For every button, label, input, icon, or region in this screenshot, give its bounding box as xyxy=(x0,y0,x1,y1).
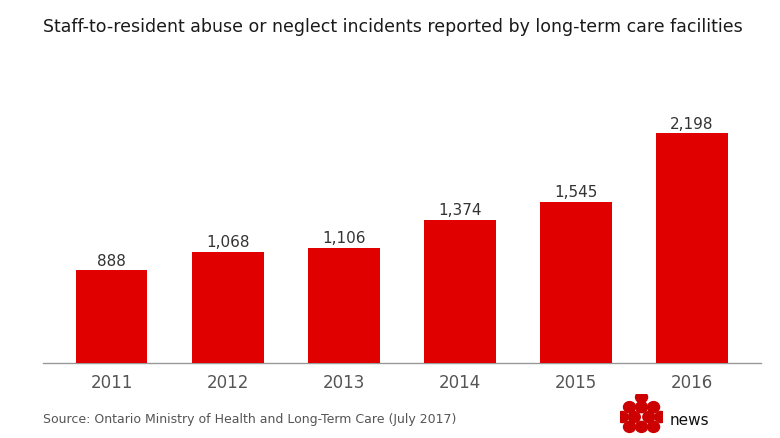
Bar xyxy=(540,202,612,364)
Text: 888: 888 xyxy=(97,253,126,268)
Circle shape xyxy=(628,412,640,423)
Text: news: news xyxy=(669,412,709,427)
Circle shape xyxy=(623,421,636,432)
Circle shape xyxy=(616,412,628,423)
Text: 1,106: 1,106 xyxy=(322,230,365,245)
Bar xyxy=(424,220,496,364)
Bar xyxy=(656,134,728,364)
Text: 1,545: 1,545 xyxy=(554,184,597,200)
Bar xyxy=(307,248,380,364)
Circle shape xyxy=(647,402,660,413)
Text: 1,068: 1,068 xyxy=(206,234,250,249)
Circle shape xyxy=(643,412,655,423)
Text: 2,198: 2,198 xyxy=(670,117,714,131)
Text: Staff-to-resident abuse or neglect incidents reported by long-term care faciliti: Staff-to-resident abuse or neglect incid… xyxy=(43,18,743,35)
Circle shape xyxy=(636,402,647,413)
Circle shape xyxy=(636,421,647,432)
Circle shape xyxy=(655,412,667,423)
Bar xyxy=(76,271,147,364)
Circle shape xyxy=(623,402,636,413)
Circle shape xyxy=(647,421,660,432)
Circle shape xyxy=(636,392,647,403)
Text: 1,374: 1,374 xyxy=(438,202,481,217)
Text: Source: Ontario Ministry of Health and Long-Term Care (July 2017): Source: Ontario Ministry of Health and L… xyxy=(43,412,456,425)
Bar xyxy=(192,252,264,364)
